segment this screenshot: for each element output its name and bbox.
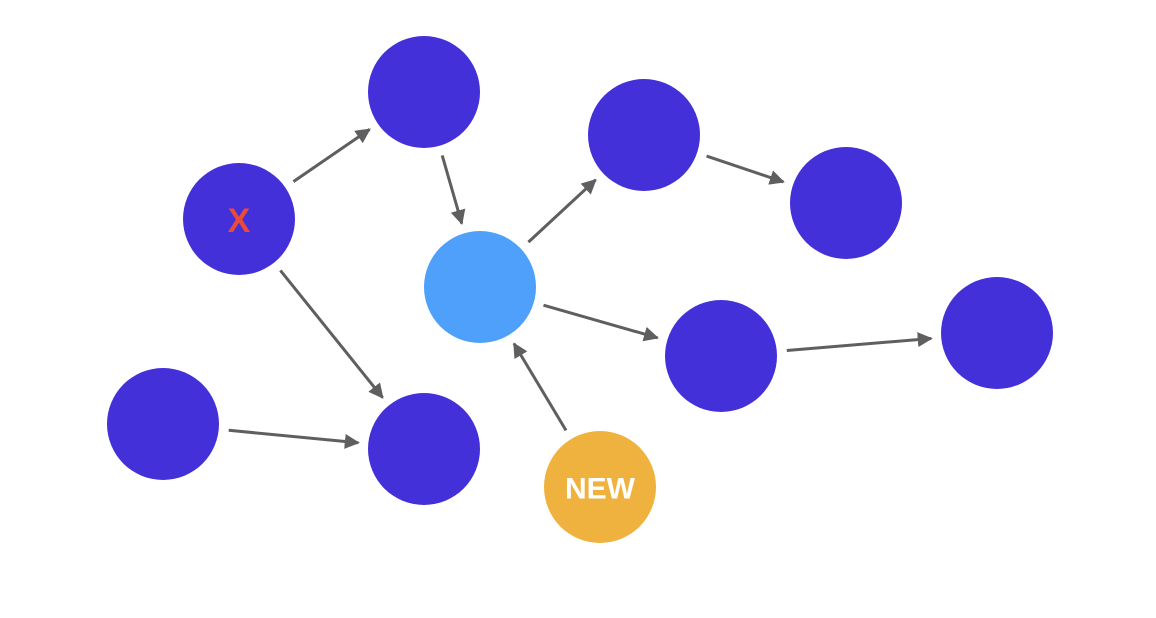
node-n3-focus [424, 231, 536, 343]
node-circle [107, 368, 219, 480]
edge-n1-to-n3 [440, 154, 466, 226]
node-circle [368, 36, 480, 148]
node-n4 [588, 79, 700, 191]
node-circle [368, 393, 480, 505]
node-n6 [665, 300, 777, 412]
node-circle [183, 163, 295, 275]
node-n5 [790, 147, 902, 259]
edge-n10-to-n3 [512, 342, 568, 432]
node-circle [424, 231, 536, 343]
node-circle [588, 79, 700, 191]
edges [228, 128, 933, 449]
node-circle [790, 147, 902, 259]
edge-n3-to-n6 [543, 303, 659, 342]
edge-n8-to-n9 [228, 428, 360, 449]
node-n9 [368, 393, 480, 505]
node-n2-removed: X [183, 163, 295, 275]
removed-marker-label: X [228, 202, 251, 240]
edge-n4-to-n5 [706, 154, 785, 185]
node-circle [941, 277, 1053, 389]
edge-n6-to-n7 [786, 332, 933, 352]
node-n1 [368, 36, 480, 148]
node-circle [544, 431, 656, 543]
node-n10-new: NEW [544, 431, 656, 543]
new-node-label: NEW [565, 473, 636, 506]
edge-n3-to-n4 [527, 178, 597, 244]
node-n7 [941, 277, 1053, 389]
edge-n2-to-n1 [292, 128, 371, 183]
node-n8 [107, 368, 219, 480]
nodes: X NEW [107, 36, 1053, 543]
edge-n2-to-n9 [279, 269, 384, 399]
node-circle [665, 300, 777, 412]
